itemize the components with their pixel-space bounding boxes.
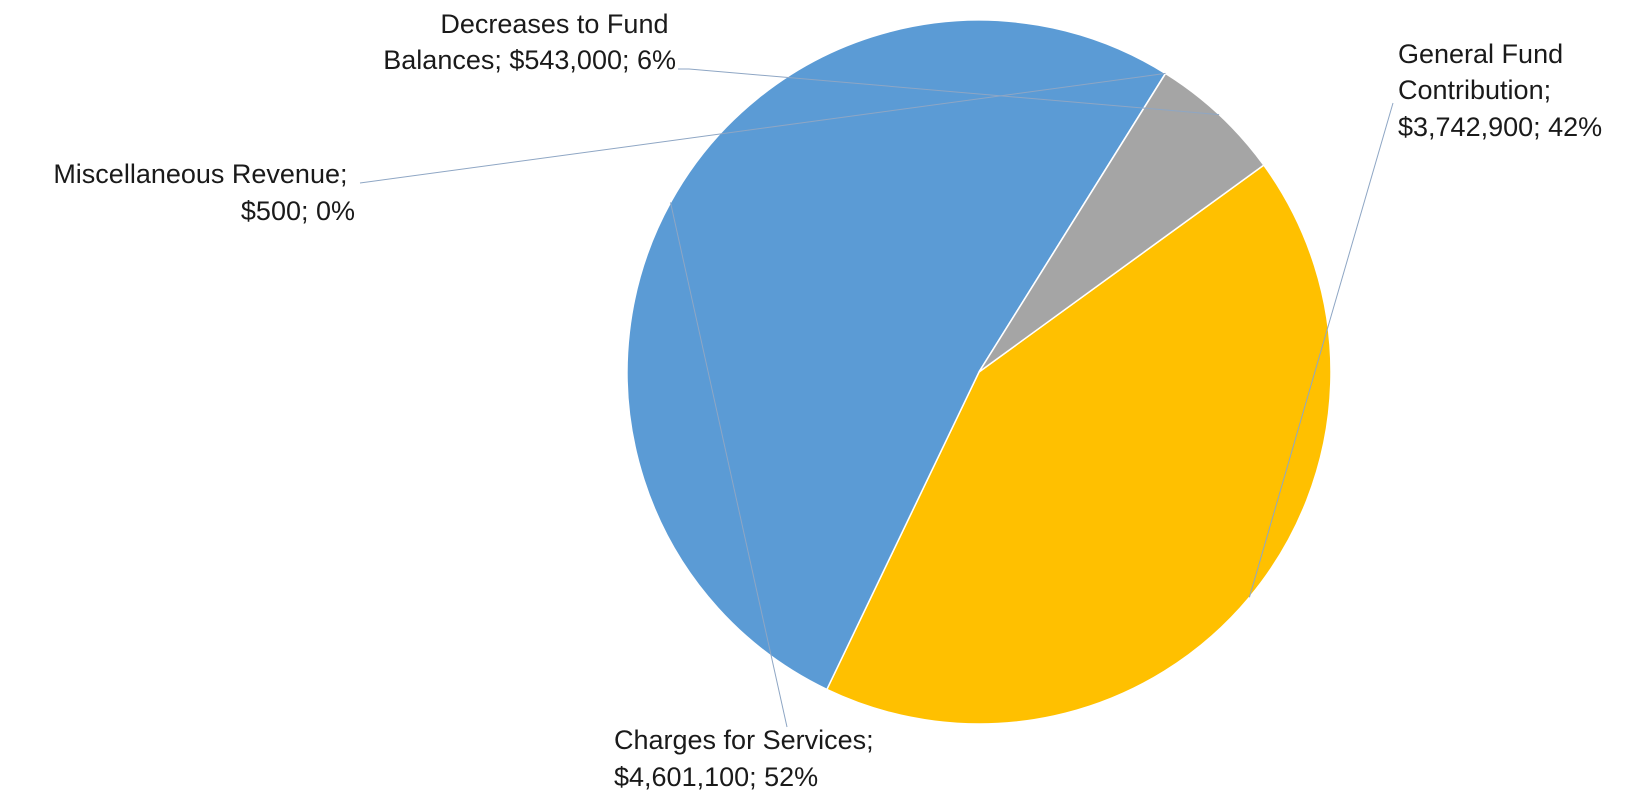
pie-slice-general-fund-contribution (825, 164, 1332, 725)
leader-line-miscellaneous-revenue (359, 72, 1166, 184)
pie-slices (626, 19, 1332, 725)
data-label-charges-line-1: Charges for Services; (614, 725, 874, 755)
data-label-decreases-line-2: Balances; $543,000; 6% (383, 45, 676, 75)
data-label-general-fund: General Fund Contribution; $3,742,900; 4… (1398, 39, 1602, 142)
data-label-miscellaneous-revenue: Miscellaneous Revenue; $500; 0% (53, 159, 355, 226)
leader-line-general-fund (1248, 102, 1394, 598)
leader-line-charges-for-services (670, 202, 788, 728)
data-label-general-fund-line-2: Contribution; (1398, 75, 1551, 105)
data-label-general-fund-line-3: $3,742,900; 42% (1398, 112, 1602, 142)
data-label-charges-for-services: Charges for Services; $4,601,100; 52% (614, 725, 881, 792)
data-label-general-fund-line-1: General Fund (1398, 39, 1563, 69)
leader-line-decreases-to-fund-balances (678, 68, 1220, 116)
data-label-misc-line-2: $500; 0% (241, 196, 355, 226)
data-label-decreases-to-fund-balances: Decreases to Fund Balances; $543,000; 6% (383, 9, 676, 75)
data-label-misc-line-1: Miscellaneous Revenue; (53, 159, 347, 189)
data-label-charges-line-2: $4,601,100; 52% (614, 762, 818, 792)
data-label-decreases-line-1: Decreases to Fund (440, 9, 668, 39)
leader-lines (359, 68, 1394, 728)
